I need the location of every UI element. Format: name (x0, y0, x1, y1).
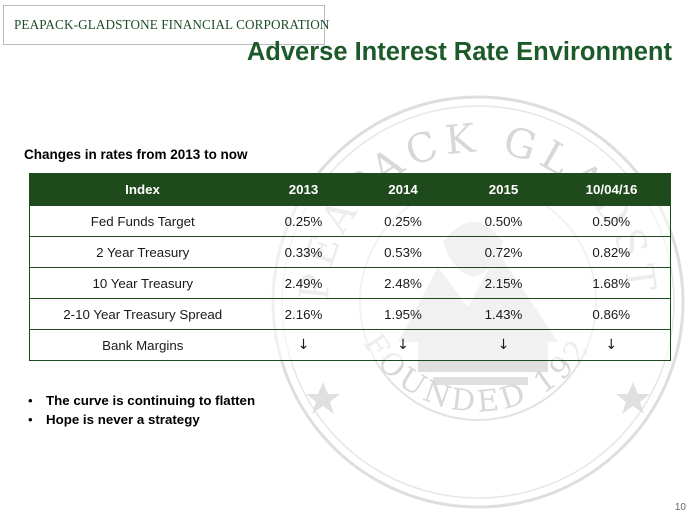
down-arrow-icon: ↓ (454, 329, 553, 361)
row-label: Fed Funds Target (29, 205, 256, 237)
table-cell: 0.53% (351, 236, 455, 268)
row-label: 10 Year Treasury (29, 267, 256, 299)
row-label: Bank Margins (29, 329, 256, 361)
rates-table: Index 2013 2014 2015 10/04/16 Fed Funds … (29, 173, 671, 361)
column-header-10-04-16: 10/04/16 (552, 173, 671, 206)
down-arrow-icon: ↓ (552, 329, 671, 361)
table-cell: 0.72% (454, 236, 553, 268)
table-cell: 0.25% (351, 205, 455, 237)
company-logo: PEAPACK-GLADSTONE FINANCIAL CORPORATION (3, 5, 329, 45)
table-cell: 0.50% (552, 205, 671, 237)
page-title: Adverse Interest Rate Environment (246, 38, 672, 66)
table-cell: 0.82% (552, 236, 671, 268)
down-arrow-icon: ↓ (255, 329, 352, 361)
bullet-item: The curve is continuing to flatten (28, 391, 255, 410)
table-cell: 0.25% (255, 205, 352, 237)
row-label: 2 Year Treasury (29, 236, 256, 268)
page-number: 10 (674, 502, 686, 513)
table-row: 2 Year Treasury 0.33% 0.53% 0.72% 0.82% (29, 236, 671, 268)
bullet-item: Hope is never a strategy (28, 410, 255, 429)
column-header-2015: 2015 (454, 173, 553, 206)
table-caption: Changes in rates from 2013 to now (24, 147, 248, 162)
table-row: Fed Funds Target 0.25% 0.25% 0.50% 0.50% (29, 205, 671, 237)
table-cell: 1.95% (351, 298, 455, 330)
column-header-2014: 2014 (351, 173, 455, 206)
table-cell: 0.86% (552, 298, 671, 330)
table-header-row: Index 2013 2014 2015 10/04/16 (29, 173, 671, 206)
table-cell: 0.33% (255, 236, 352, 268)
table-cell: 2.49% (255, 267, 352, 299)
bullet-list: The curve is continuing to flatten Hope … (28, 391, 255, 429)
table-cell: 1.43% (454, 298, 553, 330)
table-row: 10 Year Treasury 2.49% 2.48% 2.15% 1.68% (29, 267, 671, 299)
table-cell: 2.16% (255, 298, 352, 330)
company-name: PEAPACK-GLADSTONE FINANCIAL CORPORATION (14, 17, 330, 32)
column-header-2013: 2013 (255, 173, 352, 206)
row-label: 2-10 Year Treasury Spread (29, 298, 256, 330)
table-cell: 1.68% (552, 267, 671, 299)
table-row: 2-10 Year Treasury Spread 2.16% 1.95% 1.… (29, 298, 671, 330)
table-cell: 2.48% (351, 267, 455, 299)
table-cell: 2.15% (454, 267, 553, 299)
down-arrow-icon: ↓ (351, 329, 455, 361)
column-header-index: Index (29, 173, 256, 206)
table-row: Bank Margins ↓ ↓ ↓ ↓ (29, 329, 671, 361)
table-cell: 0.50% (454, 205, 553, 237)
